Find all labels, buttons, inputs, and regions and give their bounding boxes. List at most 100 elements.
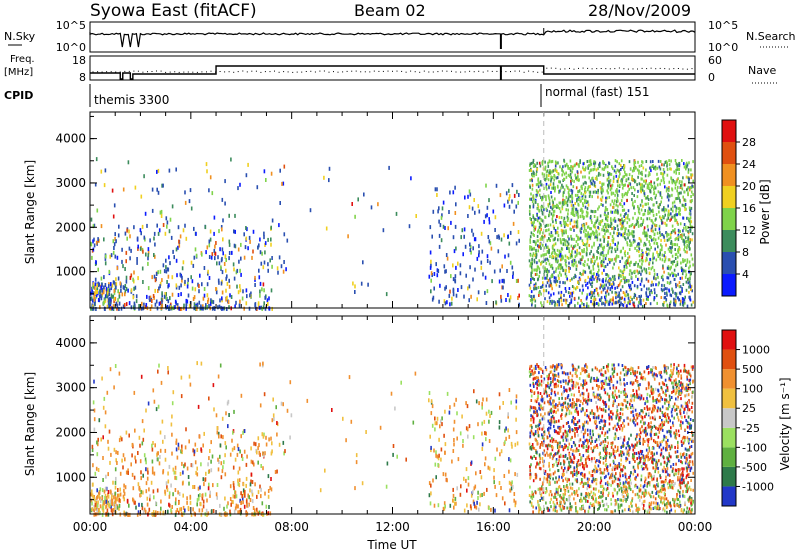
velocity-cell xyxy=(97,500,99,505)
velocity-cell xyxy=(123,488,125,493)
power-cell xyxy=(624,276,627,280)
power-cell xyxy=(236,268,239,273)
velocity-cell xyxy=(477,490,479,495)
velocity-cell xyxy=(658,393,661,397)
power-cell xyxy=(563,177,566,181)
power-cell xyxy=(572,167,574,171)
power-cell xyxy=(647,202,649,206)
power-cell xyxy=(250,291,252,296)
power-cell xyxy=(653,256,655,260)
power-cell xyxy=(566,246,569,250)
power-cell xyxy=(582,288,584,292)
power-cell xyxy=(688,285,690,289)
power-cell xyxy=(104,168,107,173)
power-cell xyxy=(128,229,130,234)
velocity-cell xyxy=(186,496,188,501)
power-cell xyxy=(655,217,657,221)
velocity-cell xyxy=(242,430,244,435)
power-cell xyxy=(133,301,136,306)
velocity-cell xyxy=(190,463,193,468)
velocity-cell xyxy=(197,404,200,409)
power-cell xyxy=(687,229,689,233)
power-cell xyxy=(581,197,584,200)
velocity-cell xyxy=(541,427,543,431)
power-cell xyxy=(671,188,674,192)
power-cell xyxy=(124,284,127,288)
power-cell xyxy=(617,255,620,259)
power-cell xyxy=(166,224,168,229)
nsky-panel-frame xyxy=(89,21,696,53)
power-cell xyxy=(221,197,224,202)
power-cell xyxy=(666,304,669,308)
velocity-cell xyxy=(103,396,106,401)
power-cell xyxy=(688,212,691,216)
power-cell xyxy=(532,194,535,198)
velocity-cell xyxy=(171,401,174,406)
velocity-cell xyxy=(607,483,609,487)
power-cell xyxy=(442,200,445,205)
power-cell xyxy=(585,199,588,203)
power-cell xyxy=(538,259,540,263)
velocity-cell xyxy=(678,386,680,390)
power-cell xyxy=(582,224,584,228)
velocity-cell xyxy=(412,420,415,425)
power-cell xyxy=(601,182,603,186)
nave-trace-dot xyxy=(364,71,366,73)
velocity-cell xyxy=(467,434,469,439)
power-cell xyxy=(581,250,584,254)
power-cell xyxy=(611,235,614,238)
power-cell xyxy=(582,262,585,266)
power-cell xyxy=(633,270,635,274)
velocity-cell xyxy=(430,491,432,496)
power-cell xyxy=(637,264,639,268)
power-cell xyxy=(648,187,650,190)
power-cell xyxy=(177,293,180,297)
power-cell xyxy=(645,297,648,301)
velocity-cell xyxy=(256,494,258,499)
nave-trace-dot xyxy=(569,67,570,69)
velocity-cell xyxy=(557,408,559,412)
power-cell xyxy=(597,195,599,199)
velocity-cell xyxy=(103,501,105,506)
power-cell xyxy=(553,213,555,217)
power-cell xyxy=(593,160,595,164)
power-cell xyxy=(121,247,123,252)
power-cell xyxy=(592,291,594,295)
nave-trace-dot xyxy=(301,71,303,73)
power-cell xyxy=(645,168,647,172)
power-cell xyxy=(132,295,135,300)
velocity-cell xyxy=(91,444,94,449)
velocity-cell xyxy=(192,507,194,512)
velocity-cell xyxy=(176,508,179,512)
power-cell xyxy=(582,272,584,276)
power-cell xyxy=(560,223,563,227)
power-cell xyxy=(558,300,560,304)
power-cell xyxy=(569,266,571,270)
power-cell xyxy=(616,300,618,304)
power-cell xyxy=(208,255,211,259)
velocity-cell xyxy=(431,423,434,428)
power-cell xyxy=(669,218,671,222)
power-cell xyxy=(631,297,633,301)
power-cell xyxy=(544,167,546,171)
power-cell xyxy=(558,284,561,288)
power-cell xyxy=(154,278,157,283)
power-cell xyxy=(559,280,561,284)
velocity-cell xyxy=(186,466,189,471)
power-cell xyxy=(602,235,605,239)
power-cell xyxy=(539,242,541,246)
power-cell xyxy=(540,196,543,200)
power-cell xyxy=(657,245,659,249)
power-cell xyxy=(151,275,153,280)
power-cell xyxy=(169,261,171,266)
velocity-cell xyxy=(116,505,119,510)
power-cell xyxy=(532,160,534,164)
power-cell xyxy=(644,269,647,273)
power-cell xyxy=(627,256,629,260)
power-cell xyxy=(623,277,626,281)
velocity-cell xyxy=(177,446,180,451)
nave-trace-dot xyxy=(673,68,675,70)
power-cell xyxy=(677,250,680,254)
power-cell xyxy=(554,303,556,307)
power-cell xyxy=(545,268,548,272)
